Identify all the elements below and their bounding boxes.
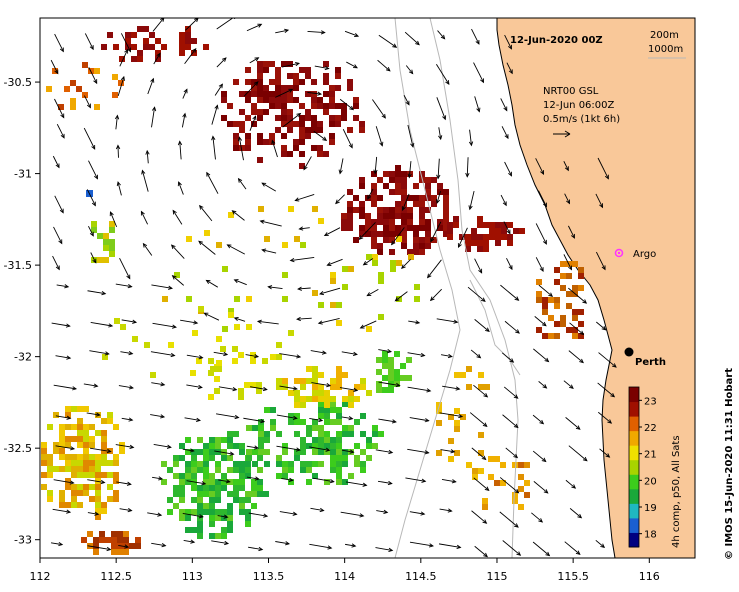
isobath-inner	[469, 279, 521, 376]
colorbar-swatch	[629, 503, 639, 519]
depth-label-1000m: 1000m	[648, 44, 683, 55]
current-vector-layer	[50, 18, 617, 558]
x-tick-label: 112	[30, 570, 51, 583]
plot-frame	[39, 17, 696, 559]
colorbar-gradient	[629, 387, 639, 548]
colorbar-swatch	[629, 459, 639, 475]
argo-float-icon[interactable]	[614, 248, 624, 258]
colorbar-tick-label: 20	[644, 476, 657, 487]
current-info-line-2: 12-Jun 06:00Z	[543, 100, 615, 111]
colorbar-tick-label: 21	[644, 450, 657, 461]
x-tick-label: 113	[182, 570, 203, 583]
argo-label: Argo	[633, 249, 656, 260]
x-axis: 112 112.5 113 113.5 114 114.5 115 115.5 116	[30, 558, 660, 583]
y-tick-label: -31.5	[4, 259, 32, 272]
x-tick-label: 116	[639, 570, 660, 583]
current-info-line-3: 0.5m/s (1kt 6h)	[543, 114, 620, 125]
colorbar-swatch	[629, 416, 639, 432]
colorbar-swatch	[629, 445, 639, 461]
perth-label: Perth	[635, 357, 666, 368]
y-tick-label: -32.5	[4, 442, 32, 455]
y-tick-label: -32	[14, 351, 32, 364]
y-tick-label: -30.5	[4, 76, 32, 89]
y-tick-label: -31	[14, 168, 32, 181]
colorbar-swatch	[629, 387, 639, 403]
isobath-1000m	[394, 18, 461, 558]
colorbar-tick-label: 22	[644, 423, 657, 434]
colorbar-swatch	[629, 532, 639, 548]
colorbar-swatch	[629, 430, 639, 446]
colorbar-swatch	[629, 517, 639, 533]
y-tick-label: -33	[14, 534, 32, 547]
colorbar-tick-label: 19	[644, 503, 657, 514]
colorbar-ticks: 18 19 20 21 22 23	[639, 396, 657, 541]
x-tick-label: 112.5	[100, 570, 132, 583]
scale-arrow-icon	[553, 130, 571, 138]
current-info-line-1: NRT00 GSL	[543, 86, 599, 97]
x-tick-label: 115	[486, 570, 507, 583]
map-title: 12-Jun-2020 00Z	[510, 35, 603, 46]
colorbar-frame	[628, 386, 640, 548]
isobath-200m	[429, 18, 519, 558]
colorbar-tick-label: 18	[644, 530, 657, 541]
land-mass	[496, 18, 695, 558]
colorbar-swatch	[629, 474, 639, 490]
y-axis: -30.5 -31 -31.5 -32 -32.5 -33	[4, 76, 40, 547]
colorbar-swatch	[629, 488, 639, 504]
perth-marker-icon[interactable]	[624, 347, 634, 357]
x-tick-label: 114.5	[405, 570, 437, 583]
depth-label-200m: 200m	[650, 30, 679, 41]
x-tick-label: 115.5	[557, 570, 589, 583]
colorbar-label: 4h comp, p50, All Sats	[671, 435, 682, 548]
x-tick-label: 114	[334, 570, 355, 583]
colorbar-swatch	[629, 401, 639, 417]
colorbar-tick-label: 23	[644, 396, 657, 407]
colorbar: 18 19 20 21 22 23 4h comp, p50, All Sats	[628, 386, 682, 548]
credit-text: © IMOS 15-Jun-2020 11:31 Hobart	[724, 368, 735, 560]
x-tick-label: 113.5	[253, 570, 285, 583]
